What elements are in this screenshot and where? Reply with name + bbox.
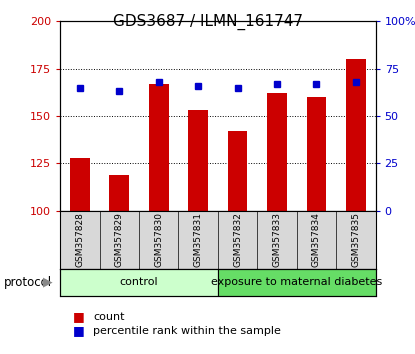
Bar <box>307 97 326 211</box>
Text: ■: ■ <box>73 310 84 323</box>
Text: ■: ■ <box>73 325 84 337</box>
Text: GSM357835: GSM357835 <box>352 212 360 267</box>
Text: GDS3687 / ILMN_161747: GDS3687 / ILMN_161747 <box>112 14 303 30</box>
Text: GSM357828: GSM357828 <box>76 212 84 267</box>
Bar <box>60 269 218 296</box>
Text: GSM357832: GSM357832 <box>233 212 242 267</box>
Bar <box>218 269 376 296</box>
Text: count: count <box>93 312 125 322</box>
Text: ▶: ▶ <box>43 276 53 289</box>
Text: protocol: protocol <box>4 276 52 289</box>
Bar <box>267 93 287 211</box>
Text: GSM357829: GSM357829 <box>115 212 124 267</box>
Bar <box>346 59 366 211</box>
Bar <box>110 175 129 211</box>
Text: percentile rank within the sample: percentile rank within the sample <box>93 326 281 336</box>
Bar <box>228 131 247 211</box>
Bar <box>149 84 168 211</box>
Bar <box>188 110 208 211</box>
Bar <box>70 158 90 211</box>
Text: GSM357831: GSM357831 <box>194 212 203 267</box>
Text: control: control <box>120 277 159 287</box>
Text: GSM357833: GSM357833 <box>273 212 281 267</box>
Text: GSM357830: GSM357830 <box>154 212 163 267</box>
Text: exposure to maternal diabetes: exposure to maternal diabetes <box>211 277 382 287</box>
Text: GSM357834: GSM357834 <box>312 212 321 267</box>
